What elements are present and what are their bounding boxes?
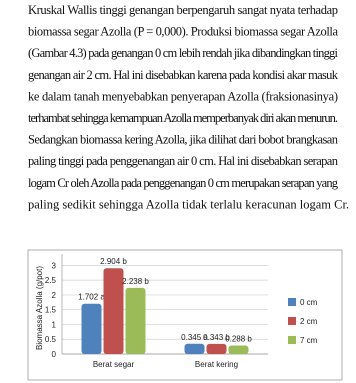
y-tick-label: 2.5 — [45, 276, 57, 285]
bar — [184, 343, 205, 354]
x-tick-label: Berat kering — [195, 360, 238, 369]
bar — [228, 345, 249, 354]
value-label: 0.343 b — [203, 333, 230, 342]
bar — [125, 287, 146, 354]
x-tick-label: Berat segar — [93, 360, 135, 369]
text-line: biomassa segar Azolla (P = 0,000). Produ… — [28, 25, 338, 39]
text-line: ke dalam tanah menyebabkan penyerapan Az… — [28, 89, 338, 103]
text-line: (Gambar 4.3) pada genangan 0 cm lebih re… — [28, 46, 339, 60]
bar — [81, 303, 102, 354]
value-label: 2.904 b — [100, 257, 127, 266]
value-label: 0.288 b — [225, 334, 252, 343]
text-line: terhambat sehingga kemampuan Azolla memp… — [28, 111, 338, 125]
text-line: Sedangkan biomassa kering Azolla, jika d… — [28, 133, 339, 147]
y-tick-label: 2 — [52, 291, 57, 300]
value-label: 1.702 a — [78, 293, 105, 302]
text-line: genangan air 2 cm. Hal ini disebabkan ka… — [28, 68, 339, 82]
y-tick-label: 3 — [52, 261, 57, 270]
legend-swatch — [288, 317, 296, 325]
value-label: 0.345 a — [181, 333, 208, 342]
bar — [103, 268, 124, 354]
text-line: logam Cr oleh Azolla pada penggenangan 0… — [28, 176, 339, 190]
legend-swatch — [288, 298, 296, 306]
y-tick-label: 1.5 — [45, 306, 57, 315]
text-line: paling tinggi pada penggenangan air 0 cm… — [28, 154, 339, 168]
text-line: paling sedikit sehingga Azolla tidak ter… — [28, 197, 349, 211]
legend-swatch — [288, 336, 296, 344]
legend-label: 7 cm — [300, 336, 318, 345]
chart-frame — [27, 249, 343, 381]
y-axis-label: Biomassa Azolla (g/pot) — [35, 266, 44, 350]
legend-label: 2 cm — [300, 317, 318, 326]
y-tick-label: 0 — [52, 350, 57, 359]
y-tick-label: 0.5 — [45, 335, 57, 344]
legend-label: 0 cm — [300, 298, 318, 307]
bar — [206, 343, 227, 354]
text-line: Kruskal Wallis tinggi genangan berpengar… — [28, 3, 338, 17]
y-tick-label: 1 — [52, 320, 57, 329]
value-label: 2.238 b — [122, 277, 149, 286]
